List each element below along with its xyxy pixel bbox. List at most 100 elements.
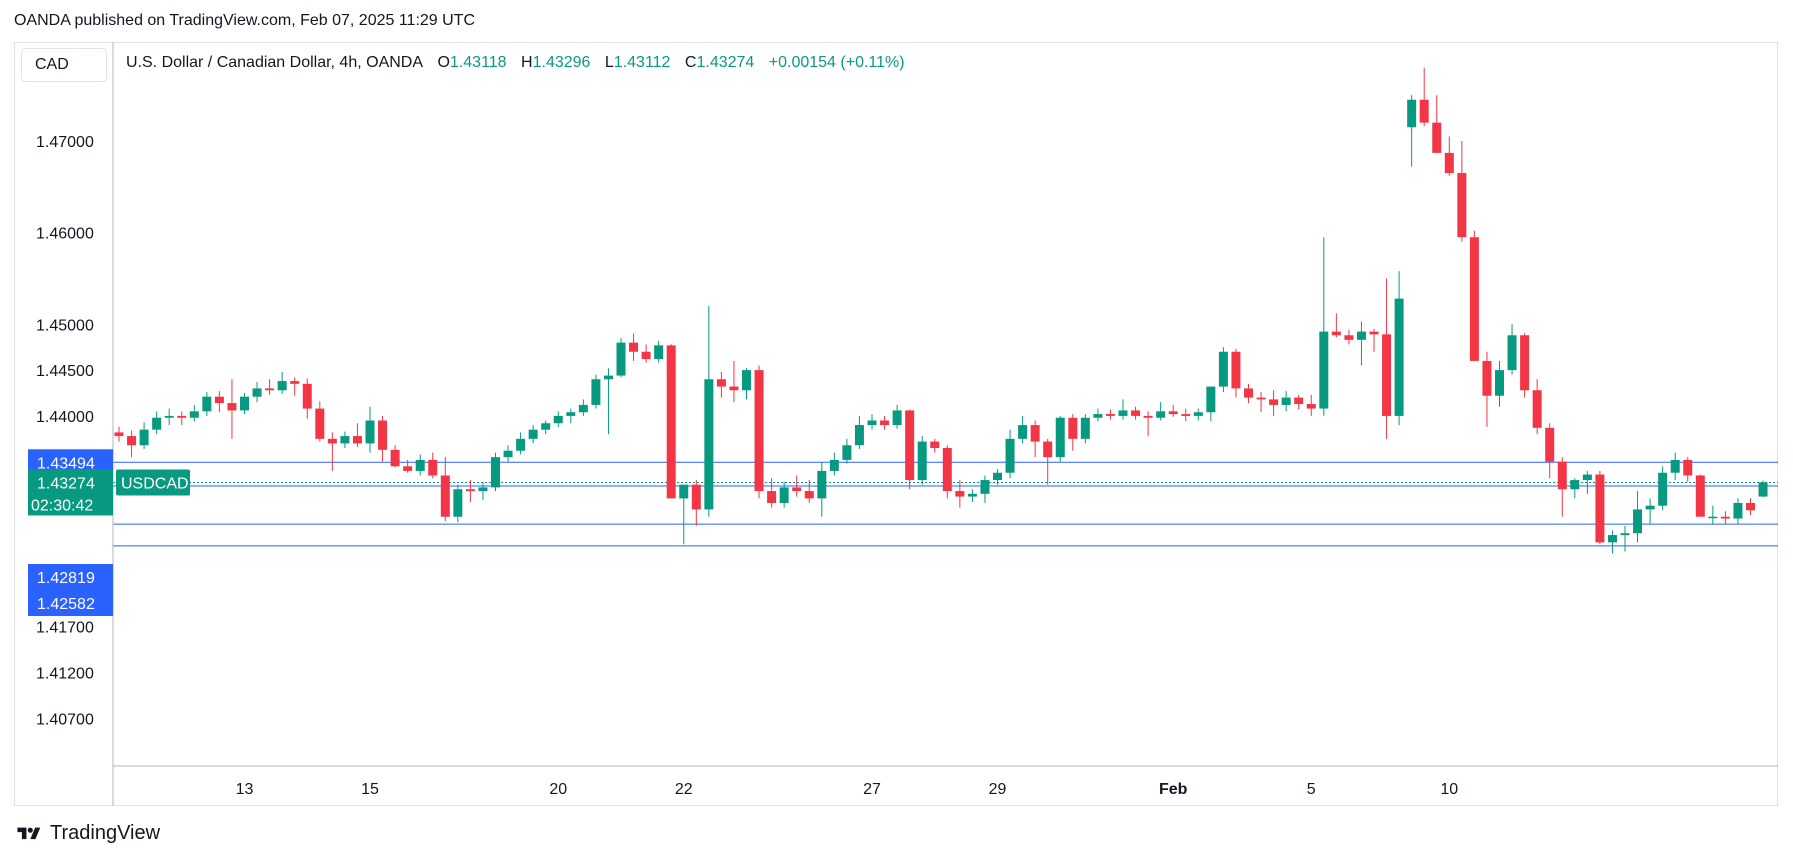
candle-body	[616, 342, 626, 376]
candle-body	[1620, 533, 1630, 536]
candle-body	[1356, 331, 1366, 340]
x-tick-label: 13	[236, 781, 254, 798]
candle-body	[1244, 388, 1253, 398]
candles	[114, 67, 1768, 554]
candle-body	[1758, 482, 1768, 497]
candle-body	[440, 475, 450, 517]
published-header: OANDA published on TradingView.com, Feb …	[14, 12, 476, 29]
legend-open-value: 1.43118	[449, 54, 507, 71]
candle-body	[729, 386, 739, 391]
legend-high-value: 1.43296	[532, 54, 591, 71]
x-tick-label: Feb	[1159, 781, 1188, 798]
axes: 1.47000 1.46000 1.45000 1.44500 1.44000 1.417…	[36, 42, 1778, 806]
candle-body	[1746, 502, 1755, 511]
candle-body	[1168, 411, 1178, 415]
candle-body	[1319, 331, 1329, 409]
candle-body	[955, 491, 965, 497]
x-tick-label: 22	[675, 781, 693, 798]
candle-body	[1407, 99, 1417, 128]
candle-body	[1306, 404, 1316, 409]
legend-open-label: O	[437, 54, 450, 71]
candle-body	[365, 420, 375, 444]
candle-body	[654, 345, 664, 360]
candle-body	[214, 396, 224, 404]
candle-body	[290, 381, 300, 384]
candle-body	[1294, 397, 1304, 404]
candle-body	[177, 415, 187, 418]
candle-body	[139, 429, 149, 446]
candle-body	[1658, 472, 1668, 506]
x-tick-label: 5	[1307, 781, 1316, 798]
y-tick-label: 1.44500	[36, 363, 94, 380]
x-tick-label: 20	[549, 781, 567, 798]
legend-low-label: L	[604, 54, 614, 71]
candle-body	[1495, 370, 1504, 396]
candle-body	[252, 388, 262, 397]
candle-body	[603, 375, 613, 380]
candle-body	[1118, 410, 1128, 416]
candle-body	[1382, 334, 1392, 416]
candle-body	[817, 470, 827, 499]
candle-body	[1419, 99, 1429, 123]
candle-body	[704, 379, 714, 510]
chart-frame	[14, 42, 1778, 806]
level-price-badge	[28, 564, 113, 590]
candle-body	[804, 491, 814, 499]
candle-body	[842, 445, 852, 460]
candle-body	[1018, 425, 1028, 439]
candle-body	[227, 403, 237, 411]
candle-body	[1532, 390, 1542, 428]
y-tick-label: 1.47000	[36, 134, 94, 151]
candle-body	[716, 379, 726, 387]
candle-body	[591, 379, 601, 405]
candle-body	[629, 342, 639, 352]
candle-body	[691, 484, 701, 510]
tradingview-logo[interactable]: TradingView	[14, 822, 160, 845]
level-price-badge	[28, 590, 113, 616]
candle-body	[993, 472, 1002, 481]
candle-body	[528, 429, 538, 439]
candle-body	[189, 411, 199, 418]
candle-body	[1520, 335, 1530, 391]
currency-button[interactable]: CAD	[21, 48, 107, 82]
candle-body	[503, 450, 513, 458]
candle-body	[415, 459, 425, 471]
candle-body	[1444, 152, 1454, 174]
candle-body	[1043, 441, 1053, 458]
candle-body	[1193, 412, 1203, 416]
candle-body	[478, 487, 488, 492]
legend-title: U.S. Dollar / Canadian Dollar, 4h, OANDA	[126, 54, 424, 71]
candle-body	[553, 415, 563, 424]
candle-body	[1369, 331, 1379, 335]
candle-body	[980, 480, 990, 494]
symbol-label: USDCAD	[121, 475, 189, 492]
candle-body	[403, 466, 413, 471]
candle-body	[917, 441, 927, 481]
y-tick-label: 1.45000	[36, 317, 94, 334]
current-price-badge	[28, 469, 113, 516]
candle-body	[1093, 414, 1103, 418]
legend-high-label: H	[521, 54, 533, 71]
candle-body	[792, 487, 802, 492]
legend-close-label: C	[684, 54, 697, 71]
candle-body	[1482, 360, 1492, 396]
candle-body	[1507, 335, 1517, 371]
candle-body	[1131, 410, 1141, 416]
candle-body	[942, 447, 952, 492]
candle-body	[679, 484, 689, 499]
x-tick-label: 27	[863, 781, 881, 798]
candle-body	[854, 425, 864, 446]
candle-body	[1105, 414, 1115, 416]
candle-body	[1394, 298, 1404, 416]
candle-body	[1733, 502, 1743, 519]
candle-body	[1055, 417, 1065, 458]
level-price-label: 1.42819	[37, 570, 95, 587]
candle-body	[1595, 474, 1605, 543]
candle-body	[1670, 459, 1680, 473]
candle-body	[1256, 397, 1266, 400]
candle-body	[265, 388, 275, 391]
price-labels: 1.434941.432351.428191.425821.4327402:30…	[28, 449, 190, 616]
candle-body	[1695, 475, 1705, 517]
candle-body	[829, 459, 839, 471]
